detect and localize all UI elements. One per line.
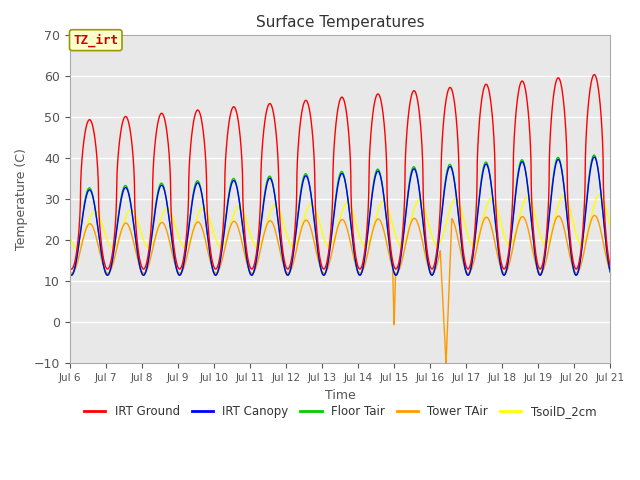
- IRT Canopy: [248, 272, 255, 278]
- TsoilD_2cm: [73, 246, 81, 252]
- IRT Ground: [469, 244, 477, 250]
- TsoilD_2cm: [596, 192, 604, 197]
- IRT Ground: [418, 134, 426, 140]
- IRT Canopy: [164, 206, 172, 212]
- IRT Ground: [390, 264, 398, 269]
- IRT Canopy: [607, 269, 614, 275]
- IRT Ground: [164, 137, 172, 143]
- Floor Tair: [511, 200, 518, 206]
- IRT Canopy: [66, 270, 74, 276]
- Floor Tair: [273, 204, 280, 210]
- TsoilD_2cm: [273, 203, 280, 208]
- Legend: IRT Ground, IRT Canopy, Floor Tair, Tower TAir, TsoilD_2cm: IRT Ground, IRT Canopy, Floor Tair, Towe…: [79, 401, 601, 423]
- Tower TAir: [66, 269, 74, 275]
- Tower TAir: [442, 360, 450, 366]
- Tower TAir: [417, 233, 425, 239]
- Tower TAir: [390, 317, 398, 323]
- Floor Tair: [66, 271, 74, 276]
- Text: TZ_irt: TZ_irt: [73, 34, 118, 47]
- IRT Ground: [591, 72, 598, 77]
- Floor Tair: [590, 152, 598, 158]
- IRT Ground: [66, 264, 74, 270]
- Floor Tair: [607, 270, 614, 276]
- Floor Tair: [390, 270, 398, 276]
- Line: IRT Canopy: IRT Canopy: [70, 157, 611, 275]
- IRT Ground: [607, 264, 614, 269]
- Tower TAir: [607, 268, 614, 274]
- IRT Canopy: [511, 204, 518, 209]
- TsoilD_2cm: [418, 199, 426, 204]
- IRT Canopy: [469, 251, 477, 257]
- IRT Canopy: [418, 205, 426, 211]
- Y-axis label: Temperature (C): Temperature (C): [15, 148, 28, 250]
- Tower TAir: [273, 231, 280, 237]
- X-axis label: Time: Time: [324, 389, 355, 402]
- TsoilD_2cm: [66, 233, 74, 239]
- Line: Floor Tair: Floor Tair: [70, 155, 611, 275]
- TsoilD_2cm: [511, 234, 518, 240]
- IRT Ground: [511, 132, 518, 138]
- IRT Ground: [248, 266, 255, 272]
- Floor Tair: [418, 205, 426, 211]
- IRT Canopy: [590, 154, 598, 160]
- Line: IRT Ground: IRT Ground: [70, 74, 611, 269]
- TsoilD_2cm: [469, 242, 477, 248]
- Tower TAir: [469, 261, 477, 266]
- IRT Ground: [273, 133, 280, 139]
- TsoilD_2cm: [164, 206, 172, 212]
- IRT Canopy: [390, 270, 398, 276]
- Floor Tair: [67, 272, 75, 278]
- Floor Tair: [164, 207, 172, 213]
- Line: Tower TAir: Tower TAir: [70, 216, 611, 363]
- Tower TAir: [591, 213, 598, 218]
- Tower TAir: [511, 238, 518, 243]
- IRT Canopy: [273, 204, 280, 210]
- Line: TsoilD_2cm: TsoilD_2cm: [70, 194, 611, 249]
- TsoilD_2cm: [390, 228, 398, 233]
- Tower TAir: [164, 232, 172, 238]
- Floor Tair: [469, 249, 477, 255]
- TsoilD_2cm: [607, 224, 614, 230]
- Title: Surface Temperatures: Surface Temperatures: [256, 15, 424, 30]
